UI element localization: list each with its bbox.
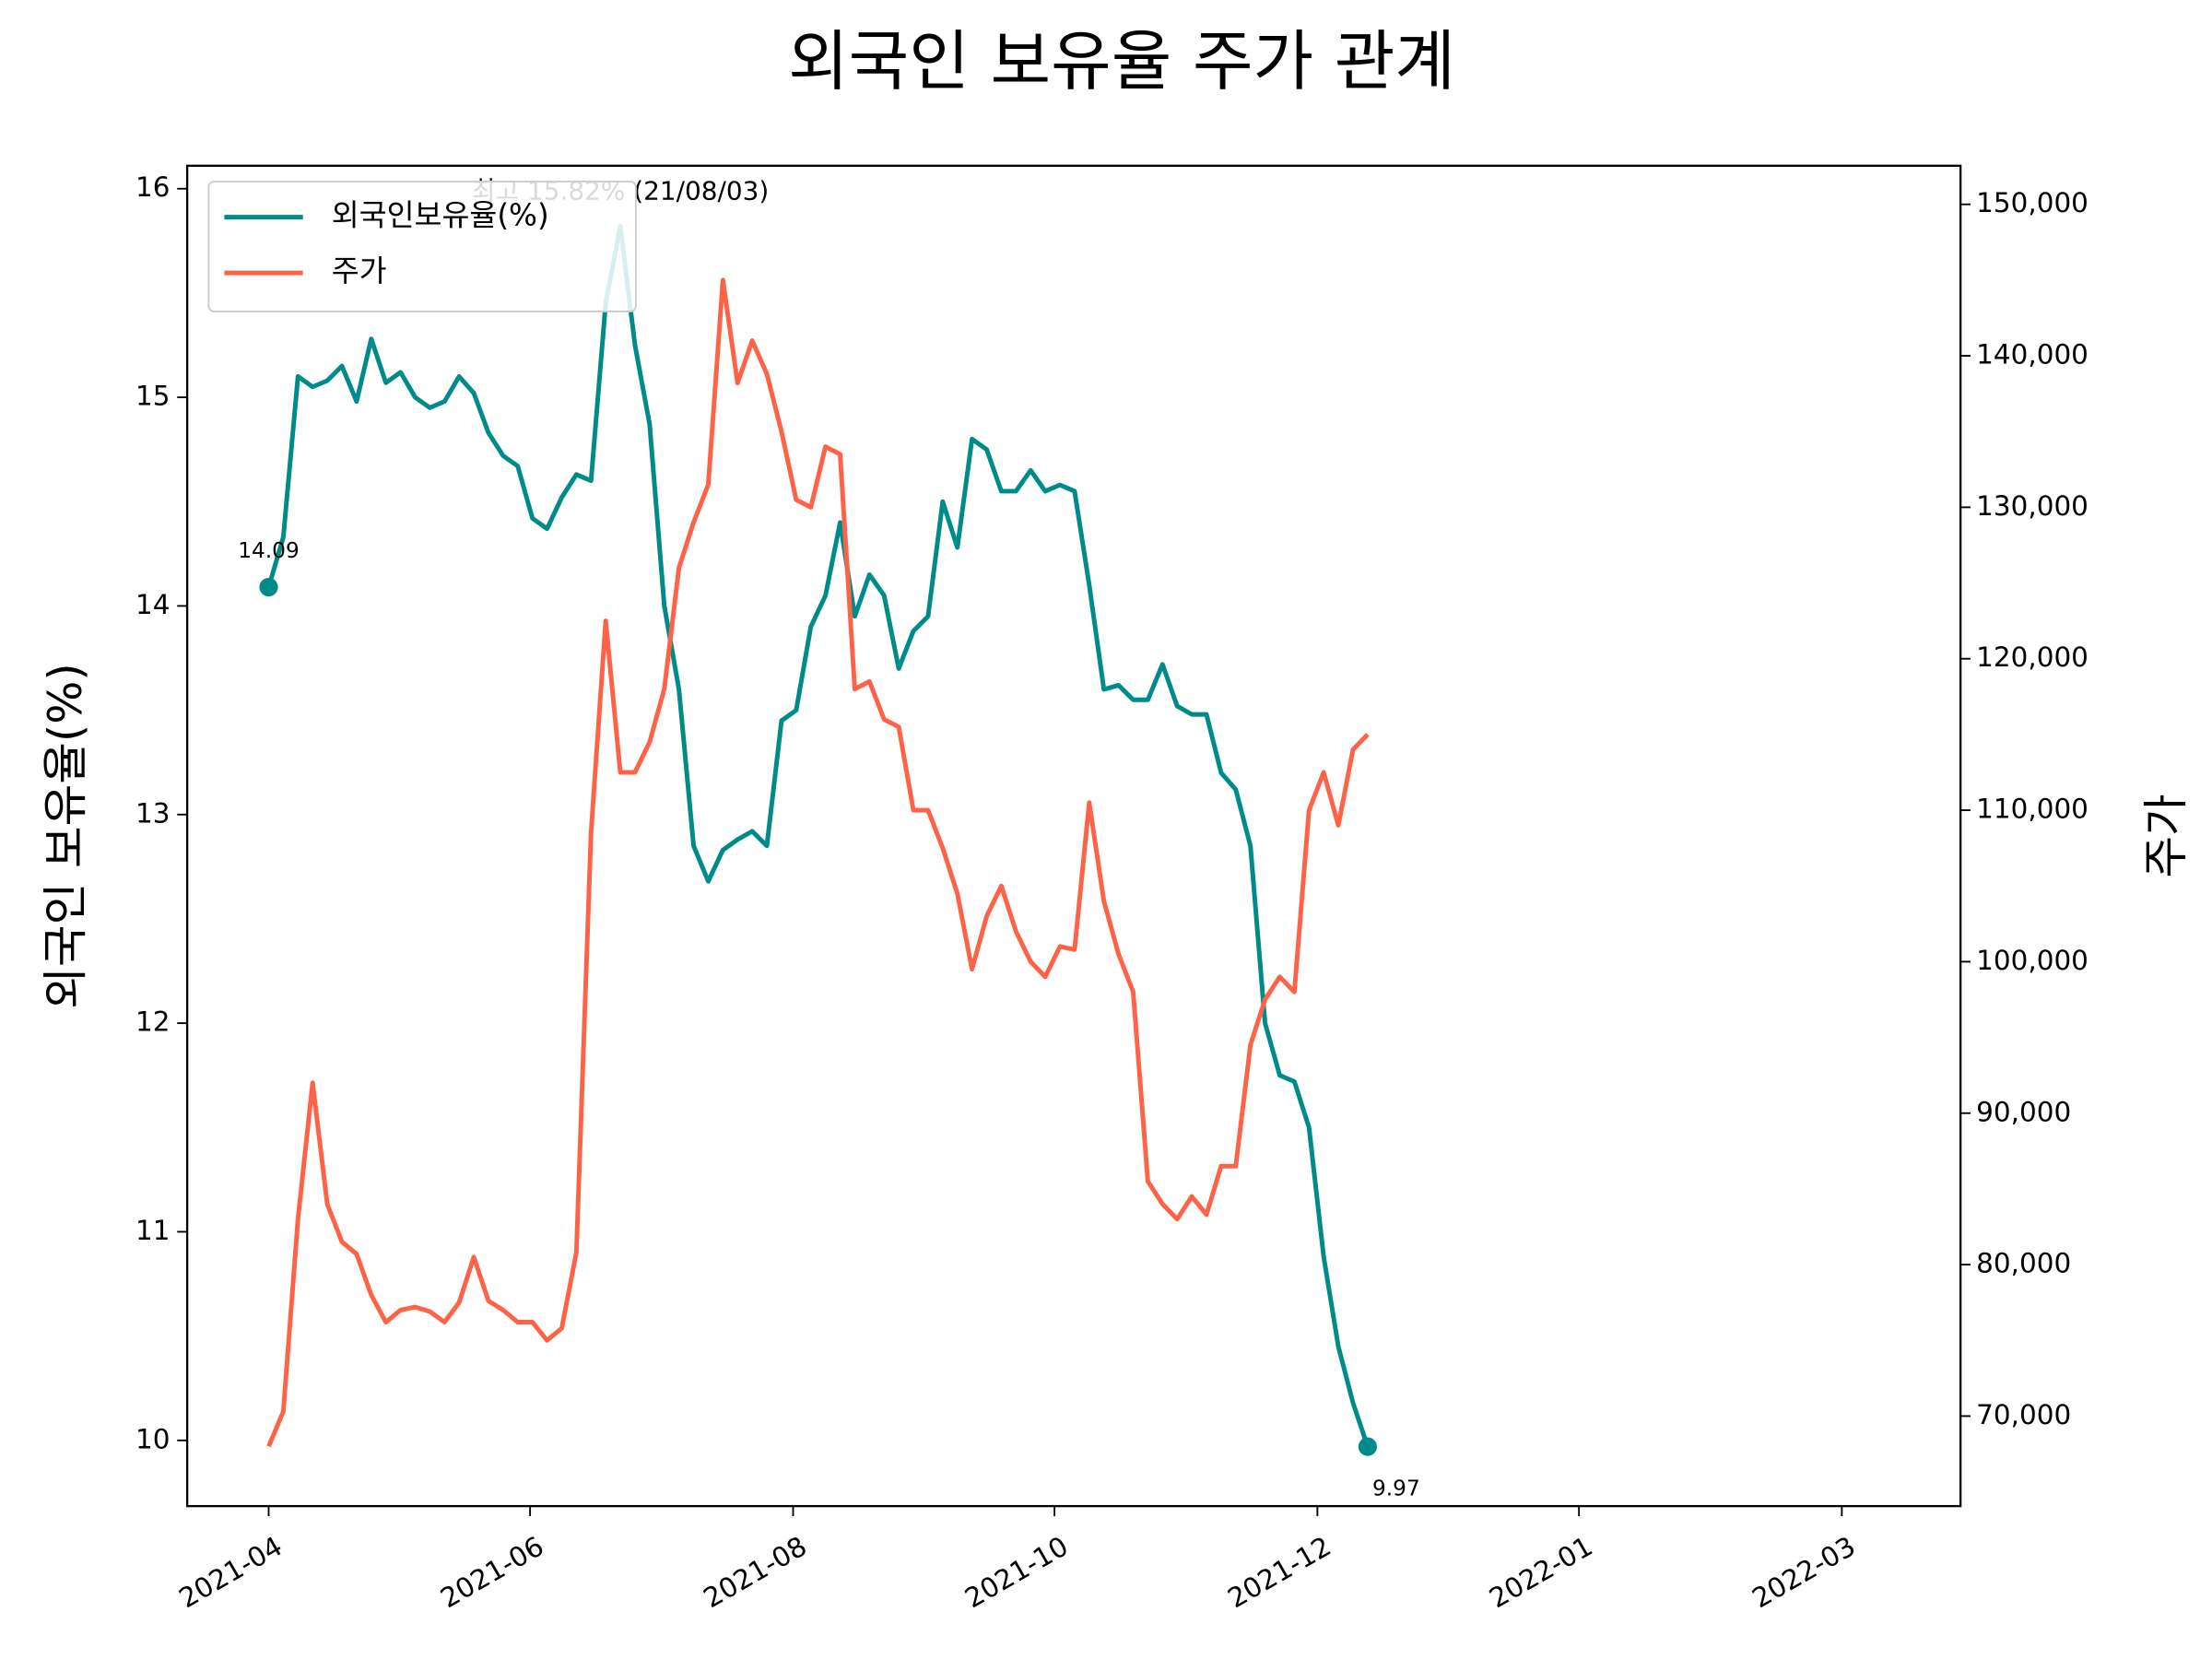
annotation: 9.97 bbox=[1372, 1477, 1420, 1501]
x-tick-label: 2022-01 bbox=[1484, 1530, 1598, 1614]
y2-tick-label: 110,000 bbox=[1976, 794, 2088, 825]
endpoint-marker bbox=[259, 577, 278, 597]
y-tick-label: 12 bbox=[135, 1006, 170, 1038]
y-tick-label: 10 bbox=[135, 1423, 170, 1454]
legend-label: 주가 bbox=[332, 253, 387, 288]
series-line bbox=[266, 277, 1370, 1448]
y-tick-label: 15 bbox=[135, 381, 170, 412]
x-tick-label: 2021-06 bbox=[435, 1530, 549, 1614]
x-tick-label: 2021-04 bbox=[173, 1530, 288, 1614]
y-tick-label: 16 bbox=[135, 171, 170, 203]
y-axis-label: 외국인 보유율(%) bbox=[39, 663, 92, 1008]
annotation: 14.09 bbox=[238, 538, 300, 563]
y2-tick-label: 150,000 bbox=[1976, 187, 2088, 218]
legend-label: 외국인보유율(%) bbox=[332, 198, 549, 233]
y-tick-label: 14 bbox=[135, 589, 170, 620]
y2-tick-label: 130,000 bbox=[1976, 490, 2088, 522]
x-tick-label: 2022-03 bbox=[1747, 1530, 1861, 1614]
legend: 외국인보유율(%) 주가 bbox=[207, 180, 637, 312]
endpoint-marker bbox=[1358, 1437, 1377, 1456]
y-tick-label: 13 bbox=[135, 797, 170, 829]
series-line bbox=[266, 224, 1371, 1448]
x-tick-label: 2021-10 bbox=[959, 1530, 1074, 1614]
y2-tick-label: 90,000 bbox=[1976, 1096, 2071, 1127]
y2-axis-label: 주가 bbox=[2139, 794, 2193, 877]
legend-box bbox=[207, 180, 637, 312]
y2-tick-label: 140,000 bbox=[1976, 339, 2088, 371]
chart-title: 외국인 보유율 주가 관계 bbox=[788, 23, 1455, 100]
y-tick-label: 11 bbox=[135, 1215, 170, 1246]
x-tick-label: 2021-12 bbox=[1222, 1530, 1336, 1614]
y2-tick-label: 80,000 bbox=[1976, 1248, 2071, 1279]
y2-tick-label: 100,000 bbox=[1976, 945, 2088, 976]
x-tick-label: 2021-08 bbox=[698, 1530, 812, 1614]
y2-tick-label: 70,000 bbox=[1976, 1399, 2071, 1430]
plot-frame bbox=[185, 164, 1962, 1508]
y2-tick-label: 120,000 bbox=[1976, 641, 2088, 673]
